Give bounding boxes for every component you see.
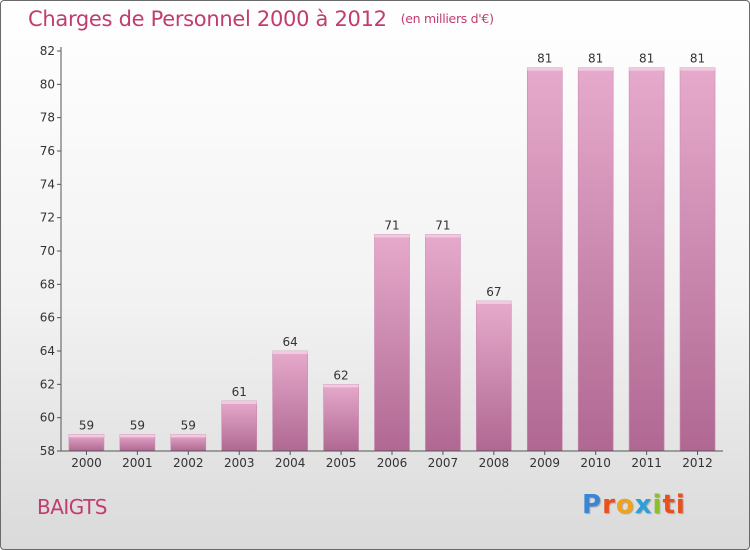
x-tick-label: 2005 (326, 456, 357, 470)
x-tick-label: 2002 (173, 456, 204, 470)
chart-title-text: Charges de Personnel 2000 à 2012 (28, 7, 387, 31)
bar-highlight (374, 234, 410, 238)
y-tick-label: 70 (40, 244, 55, 258)
bar (577, 67, 614, 452)
bar (526, 67, 563, 452)
bar (221, 400, 258, 452)
bar-highlight (119, 434, 155, 438)
bar-value-label: 61 (232, 385, 247, 399)
x-tick-label: 2007 (428, 456, 459, 470)
bar-value-label: 62 (333, 368, 348, 382)
bar-value-label: 59 (181, 418, 196, 432)
bar-value-label: 81 (537, 52, 552, 66)
bar (679, 67, 716, 452)
y-tick-label: 58 (40, 444, 55, 458)
bar-highlight (323, 384, 359, 388)
bar-highlight (425, 234, 461, 238)
y-tick-label: 72 (40, 211, 55, 225)
bar-highlight (68, 434, 104, 438)
bar-value-label: 71 (384, 218, 399, 232)
x-tick-label: 2011 (631, 456, 662, 470)
y-tick-label: 82 (40, 44, 55, 58)
commune-name: BAIGTS (37, 495, 108, 519)
bar-value-label: 81 (690, 52, 705, 66)
bar (425, 234, 461, 452)
x-axis: 2000 2001 2002 2003 2004 2005 2006 2007 2008 2009… (61, 450, 723, 470)
bar-value-label: 64 (283, 335, 298, 349)
logo-letter: x (634, 490, 653, 520)
y-axis: 58 60 62 64 66 68 70 72 74 76 78 80 82 (40, 44, 62, 458)
bar-highlight (680, 67, 716, 71)
bar-value-label: 81 (588, 52, 603, 66)
bar (476, 300, 512, 452)
logo-letter: r (602, 490, 616, 520)
logo-letter: P (582, 490, 603, 520)
bar (323, 384, 359, 452)
bar (374, 234, 410, 452)
bar-highlight (476, 301, 512, 304)
x-tick-label: 2009 (529, 456, 560, 470)
bar-highlight (527, 67, 563, 71)
bar-value-label: 71 (435, 218, 450, 232)
x-tick-label: 2004 (275, 456, 306, 470)
y-tick-label: 78 (40, 111, 55, 125)
bar (628, 67, 665, 452)
logo-letter: i (652, 490, 663, 520)
x-tick-label: 2003 (224, 456, 255, 470)
y-tick-label: 60 (40, 411, 55, 425)
bar (272, 350, 308, 452)
y-tick-label: 62 (40, 377, 55, 391)
bar-value-label: 67 (486, 285, 501, 299)
bar-value-label: 81 (639, 52, 654, 66)
y-tick-label: 68 (40, 277, 55, 291)
bar-highlight (578, 67, 614, 71)
bar-highlight (629, 67, 665, 71)
y-tick-label: 74 (40, 177, 55, 191)
y-tick-label: 66 (40, 311, 55, 325)
bar-highlight (221, 401, 257, 404)
chart-subtitle: (en milliers d'€) (400, 11, 494, 26)
logo-letter: o (615, 490, 635, 520)
proxiti-logo: Proxiti (582, 490, 686, 520)
chart-title: Charges de Personnel 2000 à 2012 (en mill… (28, 7, 494, 31)
x-tick-label: 2012 (682, 456, 713, 470)
y-tick-label: 64 (40, 344, 55, 358)
bars: 59 59 59 61 64 62 71 71 67 81 81 81 81 (68, 52, 716, 452)
bar-value-label: 59 (130, 418, 145, 432)
bar-highlight (272, 351, 308, 354)
x-tick-label: 2006 (377, 456, 408, 470)
logo-letter: ti (662, 490, 686, 520)
x-tick-label: 2000 (71, 456, 102, 470)
bar-highlight (170, 434, 206, 438)
x-tick-label: 2001 (122, 456, 153, 470)
x-tick-label: 2010 (580, 456, 611, 470)
x-tick-label: 2008 (479, 456, 510, 470)
y-tick-label: 76 (40, 144, 55, 158)
y-tick-label: 80 (40, 77, 55, 91)
bar-value-label: 59 (79, 418, 94, 432)
